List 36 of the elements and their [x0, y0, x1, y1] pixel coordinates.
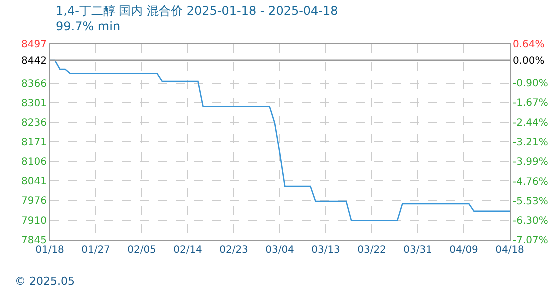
y2-tick-label: 0.64%	[513, 40, 545, 50]
y-tick-label: 8106	[22, 157, 47, 168]
y-tick-label: 7976	[22, 196, 47, 208]
text: © 2025.05	[15, 275, 75, 288]
y-tick-label: 8442	[22, 56, 47, 68]
x-tick-label: 04/09	[450, 245, 478, 256]
x-tick-label: 03/04	[266, 245, 294, 256]
y2-tick-label: -4.76%	[513, 176, 548, 188]
y-tick-label: 8236	[22, 118, 47, 129]
x-tick-label: 02/23	[220, 245, 248, 256]
y2-tick-label: -3.21%	[513, 137, 548, 148]
y-tick-label: 8171	[22, 138, 47, 148]
x-tick-label: 01/18	[36, 245, 64, 256]
x-tick-label: 02/14	[174, 245, 202, 256]
x-tick-label: 03/31	[404, 245, 432, 256]
y-tick-label: 8041	[22, 176, 47, 188]
y2-tick-label: -2.44%	[513, 118, 548, 129]
y-tick-label: 7910	[22, 216, 47, 227]
y2-tick-label: -0.90%	[513, 78, 548, 90]
y-tick-label: 7845	[22, 236, 47, 246]
x-tick-label: 04/18	[496, 245, 524, 256]
y-tick-label: 8301	[22, 98, 47, 110]
y2-tick-label: -6.30%	[513, 216, 548, 227]
y-tick-label: 8497	[22, 40, 47, 50]
y2-tick-label: -7.07%	[513, 236, 548, 246]
chart-subtitle: 99.7% min	[56, 20, 121, 34]
y2-tick-label: 0.00%	[513, 56, 545, 67]
x-tick-label: 03/13	[312, 245, 340, 256]
y2-tick-label: -1.67%	[513, 98, 548, 110]
y-tick-label: 8366	[22, 78, 47, 90]
y2-tick-label: -5.53%	[513, 196, 548, 208]
x-tick-label: 01/27	[82, 245, 110, 256]
x-tick-label: 03/22	[358, 245, 386, 256]
chart-title: 1,4-丁二醇 国内 混合价 2025-01-18 - 2025-04-18	[56, 4, 338, 18]
x-tick-label: 02/05	[128, 245, 156, 256]
y2-tick-label: -3.99%	[513, 157, 548, 168]
